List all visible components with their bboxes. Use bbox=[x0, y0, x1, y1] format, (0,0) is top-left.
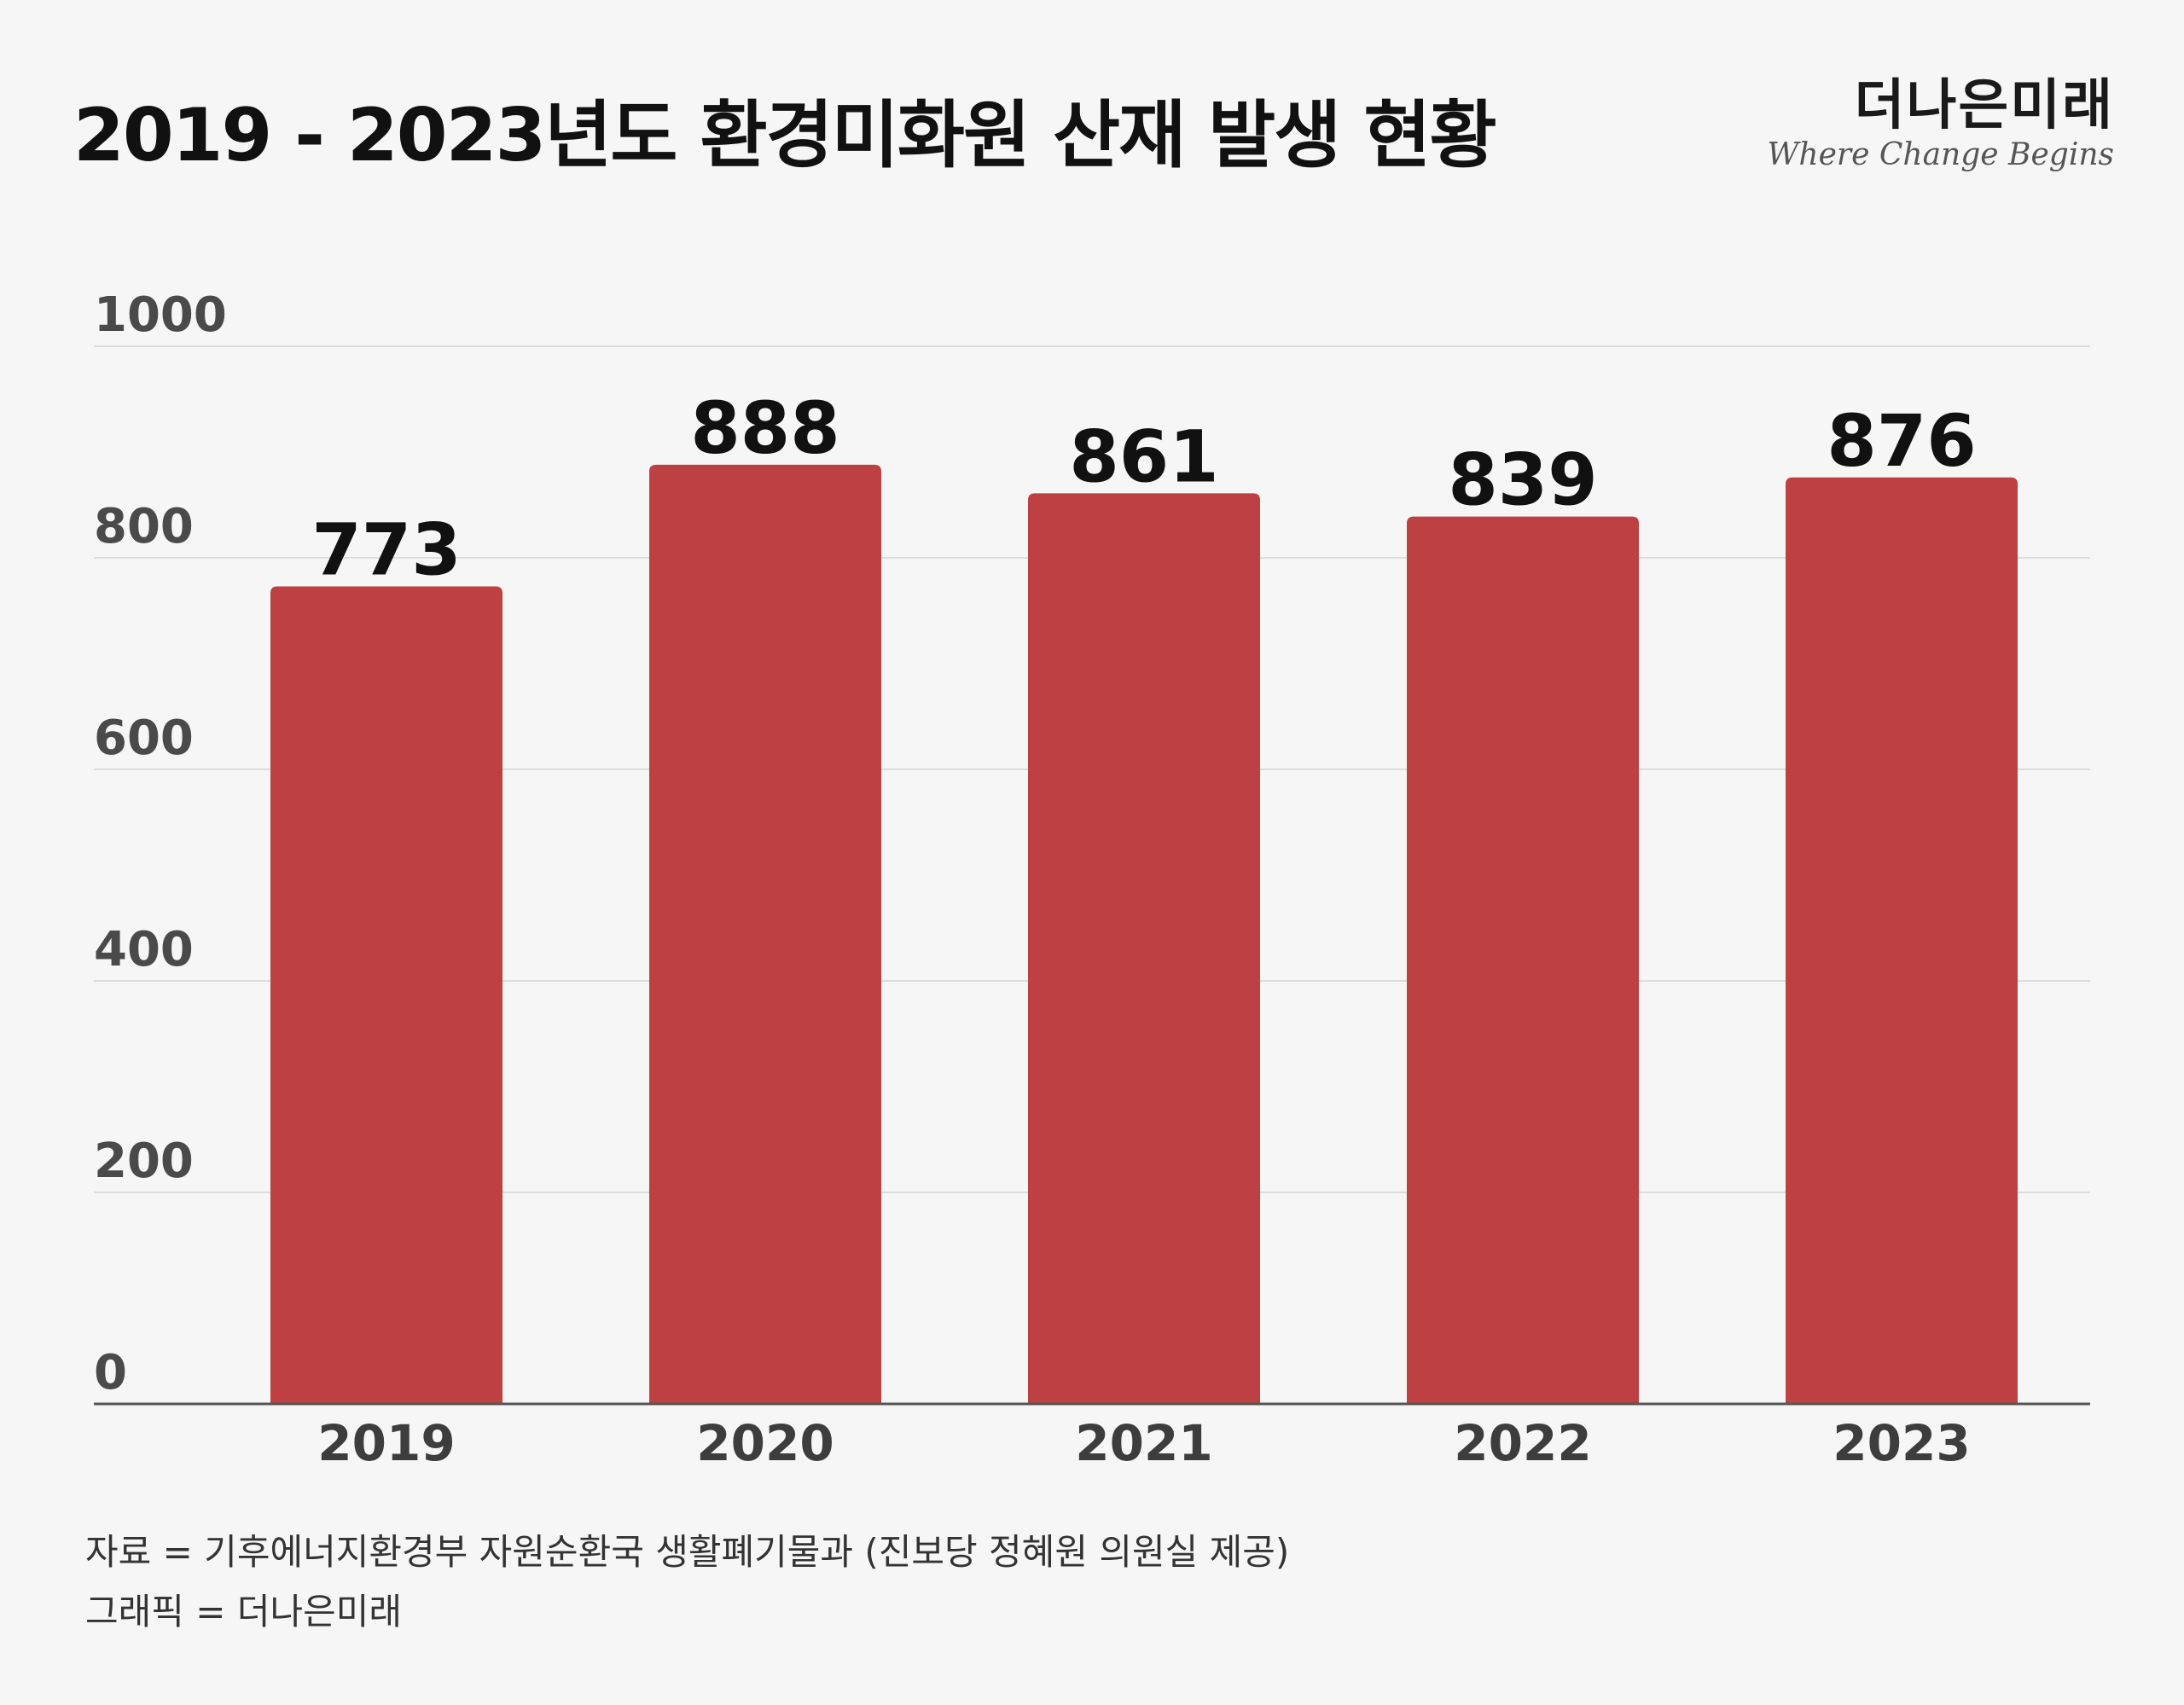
y-tick-label-1000: 1000 bbox=[94, 287, 227, 343]
chart-title: 2019 - 2023년도 환경미화원 산재 발생 현황 bbox=[73, 93, 1497, 178]
bar-2019 bbox=[270, 586, 502, 1404]
data-labels: 773 888 861 839 876 bbox=[311, 386, 1976, 592]
data-label-2022: 839 bbox=[1448, 438, 1597, 522]
bar-2021 bbox=[1028, 493, 1260, 1404]
x-tick-label-2021: 2021 bbox=[1075, 1414, 1212, 1472]
source-note: 자료 = 기후에너지환경부 자원순환국 생활폐기물과 (진보당 정혜원 의원실 … bbox=[85, 1531, 1290, 1573]
y-tick-label-400: 400 bbox=[94, 922, 194, 977]
data-label-2021: 861 bbox=[1069, 415, 1218, 498]
x-tick-label-2023: 2023 bbox=[1833, 1414, 1970, 1472]
data-label-2020: 888 bbox=[690, 386, 839, 470]
bar-2023 bbox=[1786, 477, 2018, 1404]
y-tick-label-0: 0 bbox=[94, 1345, 127, 1401]
data-label-2023: 876 bbox=[1827, 399, 1976, 483]
y-tick-label-200: 200 bbox=[94, 1134, 194, 1189]
y-tick-label-800: 800 bbox=[94, 499, 194, 554]
x-tick-label-2019: 2019 bbox=[317, 1414, 455, 1472]
brand-name: 더나은미래 bbox=[1854, 74, 2114, 137]
y-axis-ticks: 0 200 400 600 800 1000 bbox=[94, 287, 227, 1401]
bars bbox=[270, 464, 2018, 1404]
footer: 자료 = 기후에너지환경부 자원순환국 생활폐기물과 (진보당 정혜원 의원실 … bbox=[85, 1522, 1289, 1642]
y-tick-label-600: 600 bbox=[94, 710, 194, 766]
x-tick-label-2020: 2020 bbox=[696, 1414, 834, 1472]
bar-2022 bbox=[1407, 516, 1639, 1404]
data-label-2019: 773 bbox=[311, 507, 461, 591]
x-tick-label-2022: 2022 bbox=[1454, 1414, 1591, 1472]
bar-2020 bbox=[649, 464, 881, 1404]
x-axis-ticks: 2019 2020 2021 2022 2023 bbox=[317, 1414, 1970, 1472]
graphic-credit: 그래픽 = 더나은미래 bbox=[85, 1591, 403, 1633]
brand-tagline: Where Change Begins bbox=[1767, 137, 2114, 172]
brand-logo: 더나은미래 Where Change Begins bbox=[1767, 78, 2114, 171]
